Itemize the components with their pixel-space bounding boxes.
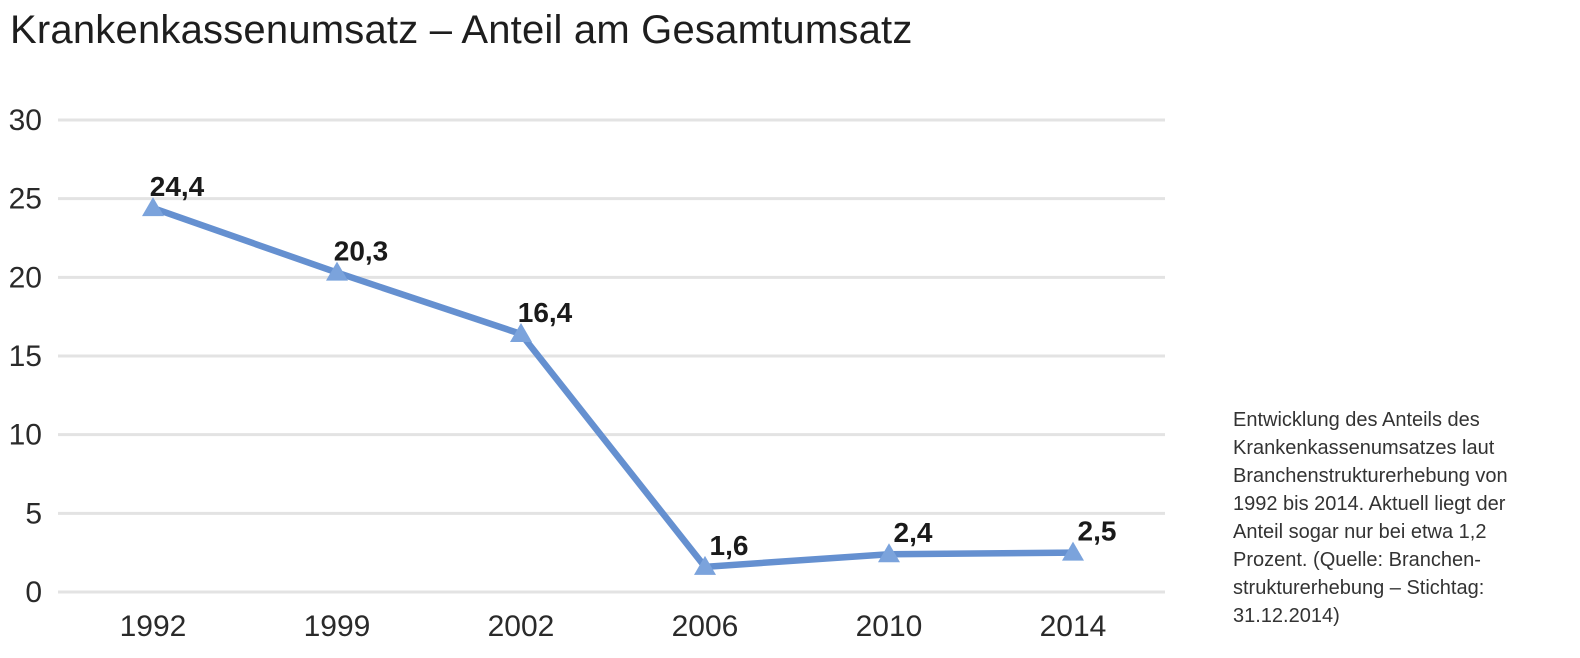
y-tick-label: 15 xyxy=(9,340,42,373)
data-point-label: 2,5 xyxy=(1078,516,1117,547)
y-tick-label: 20 xyxy=(9,261,42,294)
x-tick-label: 2014 xyxy=(1040,610,1107,643)
y-tick-label: 25 xyxy=(9,183,42,216)
data-point-label: 2,4 xyxy=(894,517,933,548)
data-point-marker xyxy=(326,261,348,281)
data-point-marker xyxy=(1062,541,1084,561)
data-point-label: 20,3 xyxy=(334,236,389,267)
data-series-line xyxy=(149,204,1077,571)
y-tick-label: 5 xyxy=(25,497,42,530)
x-tick-label: 2006 xyxy=(672,610,739,643)
data-point-label: 1,6 xyxy=(710,530,749,561)
data-point-label: 16,4 xyxy=(518,297,573,328)
x-tick-label: 1992 xyxy=(120,610,187,643)
y-tick-label: 0 xyxy=(25,576,42,609)
chart-title: Krankenkassenumsatz – Anteil am Gesamtum… xyxy=(10,8,913,52)
y-tick-label: 30 xyxy=(9,104,42,137)
data-point-marker xyxy=(694,555,716,575)
x-tick-label: 2002 xyxy=(488,610,555,643)
data-point-marker xyxy=(142,197,164,217)
y-tick-label: 10 xyxy=(9,419,42,452)
data-point-marker xyxy=(510,322,532,342)
data-point-marker xyxy=(878,543,900,563)
chart-caption: Entwicklung des Anteils des Krankenkasse… xyxy=(1233,409,1508,627)
x-tick-label: 1999 xyxy=(304,610,371,643)
data-point-label: 24,4 xyxy=(150,171,205,202)
x-tick-label: 2010 xyxy=(856,610,923,643)
